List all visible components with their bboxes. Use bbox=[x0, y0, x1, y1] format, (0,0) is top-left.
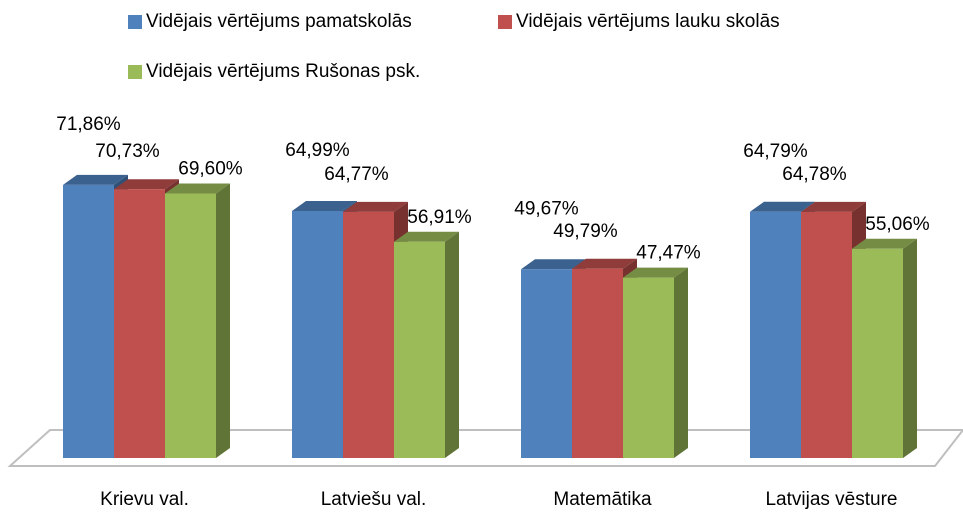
bar-face bbox=[114, 179, 179, 190]
data-label: 69,60% bbox=[178, 159, 243, 180]
legend-label: Vidējais vērtējums lauku skolās bbox=[516, 11, 780, 32]
bar-face bbox=[801, 211, 852, 458]
bar-face bbox=[903, 238, 917, 458]
data-label: 49,67% bbox=[514, 198, 579, 219]
data-label: 49,79% bbox=[553, 221, 618, 242]
bar-face bbox=[572, 258, 637, 269]
bar-face bbox=[292, 211, 343, 458]
bar-face bbox=[801, 201, 866, 212]
x-tick-label: Matemātika bbox=[553, 489, 652, 510]
data-label: 71,86% bbox=[56, 114, 121, 135]
bar-face bbox=[852, 248, 903, 458]
bar-face bbox=[394, 241, 445, 458]
bar-face bbox=[521, 259, 586, 270]
bar-face bbox=[750, 201, 815, 212]
legend-swatch bbox=[128, 15, 142, 29]
bar-face bbox=[852, 238, 917, 249]
bar-face bbox=[63, 184, 114, 458]
bar-face bbox=[445, 231, 459, 458]
legend-label: Vidējais vērtējums Rušonas psk. bbox=[146, 61, 420, 82]
bar bbox=[623, 267, 688, 458]
bar-face bbox=[623, 277, 674, 458]
legend-swatch bbox=[498, 15, 512, 29]
data-label: 64,77% bbox=[324, 164, 389, 185]
bar-face bbox=[343, 211, 394, 458]
data-label: 64,79% bbox=[743, 141, 808, 162]
legend-label: Vidējais vērtējums pamatskolās bbox=[146, 11, 412, 32]
bar-face bbox=[623, 267, 688, 278]
x-tick-label: Krievu val. bbox=[100, 489, 189, 510]
data-label: 55,06% bbox=[865, 214, 930, 235]
data-label: 70,73% bbox=[95, 141, 160, 162]
bar-face bbox=[165, 193, 216, 458]
bar-face bbox=[343, 201, 408, 212]
bar-face bbox=[394, 231, 459, 242]
legend-swatch bbox=[128, 65, 142, 79]
floor bbox=[7, 429, 963, 467]
data-label: 64,99% bbox=[285, 140, 350, 161]
bar-face bbox=[292, 201, 357, 212]
bar bbox=[852, 238, 917, 458]
bar-face bbox=[521, 269, 572, 458]
data-label: 56,91% bbox=[407, 207, 472, 228]
x-tick-label: Latvijas vēsture bbox=[765, 489, 897, 510]
bar-face bbox=[216, 183, 230, 458]
x-tick-label: Latviešu val. bbox=[321, 489, 427, 510]
bar bbox=[165, 183, 230, 458]
bar-face bbox=[572, 268, 623, 458]
bar-face bbox=[114, 189, 165, 458]
data-label: 47,47% bbox=[636, 243, 701, 264]
bar-face bbox=[63, 174, 128, 185]
bar bbox=[394, 231, 459, 458]
bar-face bbox=[750, 211, 801, 458]
data-label: 64,78% bbox=[782, 164, 847, 185]
bar-face bbox=[165, 183, 230, 194]
bar-face bbox=[674, 267, 688, 458]
